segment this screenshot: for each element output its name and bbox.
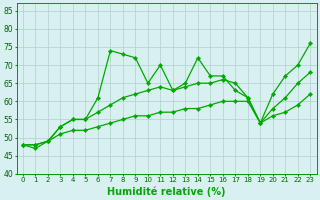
X-axis label: Humidité relative (%): Humidité relative (%) — [108, 186, 226, 197]
